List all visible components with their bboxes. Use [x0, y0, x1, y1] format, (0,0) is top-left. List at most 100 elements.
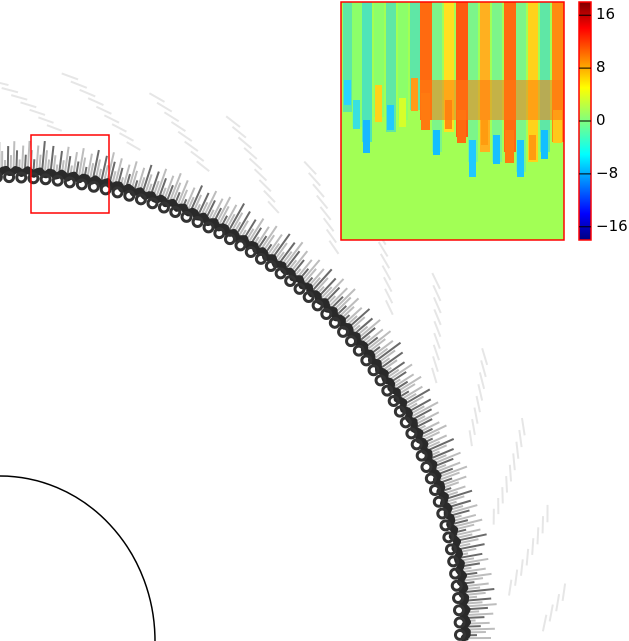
halo-dash — [235, 210, 251, 235]
halo-dash — [432, 454, 447, 462]
halo-dash — [453, 518, 483, 528]
halo-dash — [320, 286, 333, 299]
inset-column-tip — [375, 85, 382, 122]
inset-column — [444, 2, 454, 132]
front-bump — [432, 495, 445, 508]
front-bump — [27, 172, 40, 185]
halo-dash — [389, 363, 413, 381]
halo-dash — [462, 567, 486, 573]
front-bump — [284, 274, 297, 287]
halo-dash — [464, 582, 489, 588]
faint-streak — [514, 569, 519, 586]
front-bump — [337, 325, 350, 338]
halo-dash — [438, 465, 468, 478]
halo-dash — [334, 296, 352, 313]
halo-dash — [412, 408, 433, 420]
halo-dash — [187, 196, 195, 210]
faint-streak — [481, 347, 489, 366]
faint-streak — [126, 141, 141, 151]
halo-dash — [122, 164, 131, 187]
faint-streak — [377, 241, 389, 258]
front-bump — [450, 579, 463, 592]
halo-dash — [436, 461, 461, 473]
halo-dash — [458, 543, 485, 551]
halo-dash — [228, 202, 245, 231]
halo-dash — [445, 489, 473, 500]
faint-streak — [87, 97, 104, 106]
halo-dash — [450, 504, 478, 514]
shock-front — [0, 165, 471, 641]
front-bump — [442, 531, 455, 544]
faint-streak — [243, 147, 258, 160]
colorbar-tick-label: −16 — [596, 216, 628, 235]
faint-streak — [237, 136, 253, 150]
inset-column-tip — [469, 140, 476, 177]
halo-dash — [248, 218, 265, 242]
faint-streak — [119, 132, 135, 142]
halo-dash — [303, 268, 317, 284]
halo-dash — [163, 175, 175, 200]
faint-streaks — [0, 72, 567, 632]
faint-streak — [316, 194, 329, 210]
inset-column — [410, 2, 420, 110]
halo-dash — [176, 180, 189, 205]
faint-streak — [312, 183, 325, 198]
halo-dash — [72, 151, 78, 175]
halo-dash — [41, 140, 46, 172]
front-bump — [169, 206, 182, 219]
faint-streak — [531, 538, 535, 556]
front-bump — [352, 344, 365, 357]
front-bump — [374, 374, 387, 387]
faint-streak — [536, 527, 540, 545]
front-bump — [234, 239, 247, 252]
halo-dash — [461, 557, 489, 565]
front-bump — [223, 233, 236, 246]
halo-dash — [340, 306, 355, 320]
front-bump — [274, 267, 287, 280]
halo-dash — [318, 277, 337, 297]
faint-streak — [61, 72, 79, 81]
faint-streak — [1, 87, 19, 94]
halo-dash — [467, 612, 494, 617]
inset-column — [480, 2, 490, 152]
halo-dash — [372, 339, 394, 357]
faint-streak — [473, 407, 479, 424]
inset-column-tip — [411, 78, 418, 111]
halo-dash — [278, 241, 296, 264]
faint-streak — [478, 372, 486, 390]
halo-dash — [223, 204, 238, 228]
front-bump — [453, 628, 466, 641]
halo-dash — [312, 268, 333, 291]
faint-streak — [170, 121, 186, 132]
front-bump — [191, 215, 204, 228]
faint-streak — [541, 614, 548, 632]
halo-dash — [363, 328, 384, 346]
halo-dash — [203, 190, 218, 217]
halo-dash — [100, 155, 108, 181]
inset-columns — [343, 2, 564, 177]
halo-dash — [399, 390, 410, 398]
halo-dash — [453, 519, 469, 525]
halo-dash — [208, 209, 215, 220]
halo-dash — [35, 145, 40, 171]
front-bump — [405, 427, 418, 440]
front-bump — [399, 416, 412, 429]
halo-dash — [49, 145, 55, 172]
inset-column-tip — [387, 105, 394, 130]
halo-dash — [190, 185, 203, 211]
zoom-region-box — [30, 134, 110, 214]
halo-dash — [231, 212, 244, 232]
halo-dash — [396, 375, 422, 393]
halo-dash — [26, 140, 31, 170]
halo-dash — [455, 528, 481, 537]
front-bump — [345, 335, 358, 348]
halo-dash — [459, 547, 477, 553]
halo-dash — [301, 259, 321, 282]
faint-streak — [471, 418, 476, 436]
halo-dash — [55, 164, 59, 173]
inset-column-tip — [529, 135, 536, 160]
halo-dash — [238, 220, 249, 236]
halo-dash — [307, 268, 325, 287]
halo-dash — [257, 235, 268, 249]
halo-dash — [205, 199, 216, 218]
